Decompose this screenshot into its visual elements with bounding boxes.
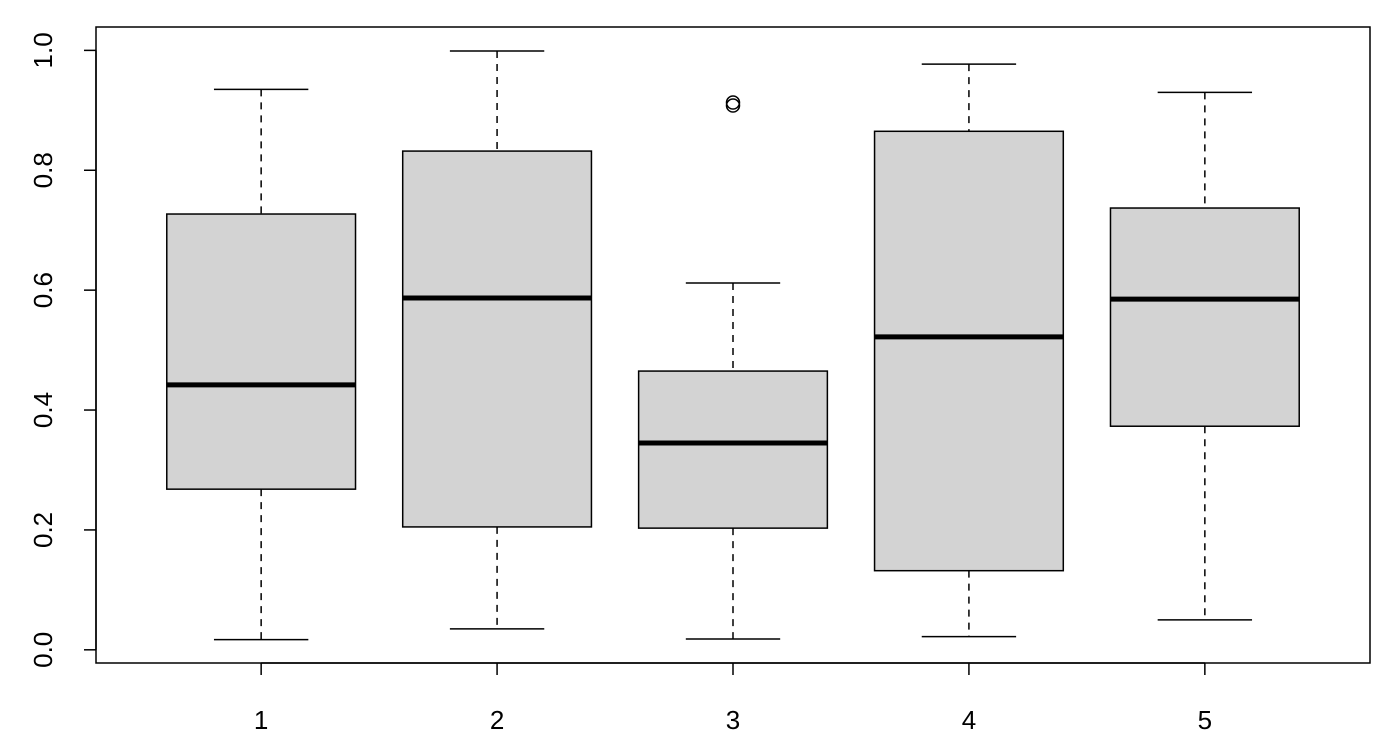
y-tick-label: 0.6	[28, 272, 58, 308]
x-tick-label: 5	[1198, 705, 1212, 735]
box	[166, 213, 357, 490]
box	[401, 150, 593, 528]
outlier	[725, 98, 741, 113]
y-tick-label: 1.0	[28, 32, 58, 68]
box	[1109, 207, 1300, 427]
y-tick-label: 0.0	[28, 632, 58, 668]
y-tick-label: 0.8	[28, 152, 58, 188]
y-tick-label: 0.4	[28, 392, 58, 428]
box	[637, 370, 829, 529]
x-tick-label: 1	[254, 705, 268, 735]
box	[873, 130, 1065, 572]
x-tick-label: 3	[726, 705, 740, 735]
y-tick-label: 0.2	[28, 512, 58, 548]
x-tick-label: 2	[490, 705, 504, 735]
outlier	[725, 95, 741, 110]
x-tick-label: 4	[962, 705, 976, 735]
